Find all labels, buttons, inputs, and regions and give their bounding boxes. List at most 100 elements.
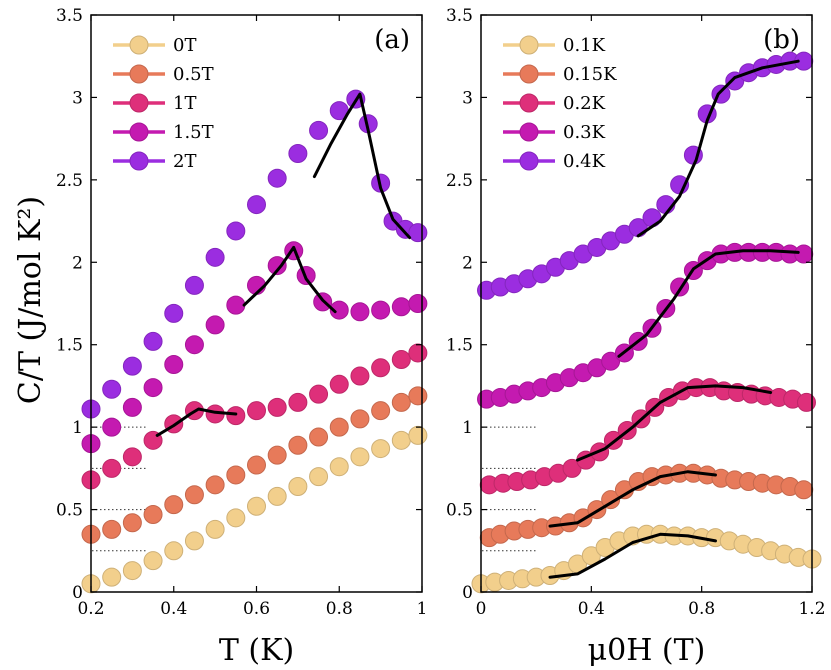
y-tick-label: 0 <box>462 583 473 603</box>
legend-label: 1T <box>173 93 196 114</box>
fit-curve <box>617 249 800 358</box>
data-point <box>102 519 122 539</box>
fit-curve <box>548 470 717 528</box>
data-point <box>309 427 329 447</box>
data-point <box>408 425 428 445</box>
panel-label: (a) <box>374 25 410 55</box>
data-point <box>408 343 428 363</box>
y-tick-label: 2.5 <box>446 171 473 191</box>
fit-curve <box>242 245 337 314</box>
legend-label: 0.15K <box>563 64 617 85</box>
legend-label: 2T <box>173 151 196 172</box>
x-tick-label: 0.6 <box>243 599 270 619</box>
legend-marker <box>519 151 539 171</box>
x-axis-label: T (K) <box>219 633 294 668</box>
y-tick-label: 3 <box>72 88 83 108</box>
data-point <box>408 294 428 313</box>
data-point <box>309 120 329 140</box>
data-point <box>794 244 814 264</box>
data-point <box>247 496 266 516</box>
data-point <box>184 335 204 355</box>
data-point <box>391 430 411 450</box>
data-point <box>143 505 163 525</box>
data-point <box>143 551 163 571</box>
y-tick-label: 0 <box>72 583 83 603</box>
panel-b: 0 0.4 0.8 1.2 0 0.5 1 1.5 2 2.5 3 3.5 μ0H (T) (b) 0.1K… <box>446 6 826 668</box>
data-point <box>247 455 266 475</box>
legend-label: 0T <box>173 35 196 56</box>
data-point <box>267 168 287 188</box>
data-point <box>226 295 246 315</box>
legend-marker <box>519 64 539 84</box>
data-point <box>143 378 163 398</box>
data-point <box>226 406 246 426</box>
x-axis-label: μ0H (T) <box>588 633 706 668</box>
data-point <box>102 458 122 478</box>
legend-label: 0.4K <box>563 151 606 172</box>
x-tick-label: 1.2 <box>798 599 825 619</box>
data-point <box>122 513 142 533</box>
data-point <box>329 457 349 477</box>
fit-curve <box>576 384 773 462</box>
x-tick-label: 0 <box>476 599 487 619</box>
legend-marker <box>129 122 149 142</box>
data-point <box>102 417 122 437</box>
shared-y-axis-label: C/T (J/mol K²) <box>13 196 48 404</box>
data-point <box>329 374 349 394</box>
series-4 <box>81 89 428 419</box>
data-point <box>391 392 411 412</box>
data-point <box>350 366 370 386</box>
data-point <box>267 486 287 506</box>
legend-marker <box>129 64 149 84</box>
y-tick-label: 2 <box>462 253 473 273</box>
data-point <box>267 397 287 417</box>
data-point <box>562 458 582 478</box>
series-2 <box>81 343 428 490</box>
y-tick-label: 1.5 <box>446 336 473 356</box>
panel-label: (b) <box>763 25 800 55</box>
data-point <box>164 541 184 561</box>
data-point <box>184 275 204 295</box>
data-point <box>205 475 225 495</box>
data-point <box>226 465 246 485</box>
data-point <box>796 392 816 412</box>
data-point <box>164 495 184 515</box>
data-point <box>226 221 246 241</box>
legend-marker <box>129 93 149 113</box>
legend-label: 0.5T <box>173 64 214 85</box>
y-tick-label: 0.5 <box>446 501 473 521</box>
y-tick-label: 3.5 <box>446 6 473 26</box>
y-tick-label: 0.5 <box>56 501 83 521</box>
legend-marker <box>129 151 149 171</box>
data-point <box>329 300 349 320</box>
y-tick-label: 1 <box>72 418 83 438</box>
data-point <box>794 480 814 500</box>
data-point <box>164 303 184 323</box>
data-point <box>371 439 391 459</box>
legend-label: 0.1K <box>563 35 606 56</box>
data-point <box>408 386 428 406</box>
data-point <box>350 447 370 467</box>
fit-curve <box>548 532 717 579</box>
y-tick-label: 3 <box>462 88 473 108</box>
x-tick-label: 0.4 <box>160 599 187 619</box>
x-tick-label: 0.8 <box>688 599 715 619</box>
fit-curve <box>312 92 412 240</box>
y-tick-label: 1 <box>462 418 473 438</box>
plot-frame <box>480 14 813 593</box>
y-tick-label: 1.5 <box>56 336 83 356</box>
y-tick-label: 2 <box>72 253 83 273</box>
data-point <box>205 315 225 335</box>
legend: 0T 0.5T 1T 1.5T 2T <box>113 35 214 172</box>
data-point <box>247 401 266 421</box>
x-tick-label: 0.2 <box>77 599 104 619</box>
data-point <box>122 561 142 581</box>
data-point <box>288 143 308 163</box>
data-point <box>226 508 246 528</box>
data-point <box>164 354 184 374</box>
data-point <box>205 247 225 267</box>
data-point <box>184 485 204 505</box>
data-point <box>371 401 391 421</box>
fit-curve <box>155 407 238 437</box>
data-point <box>288 435 308 455</box>
